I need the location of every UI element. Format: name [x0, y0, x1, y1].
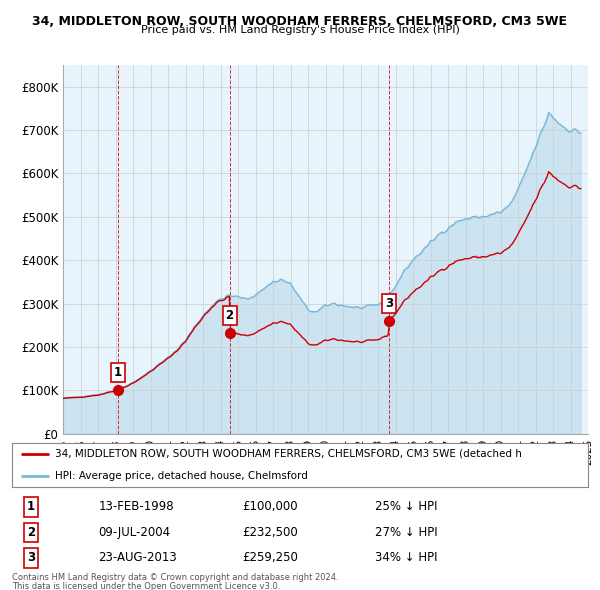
Text: 1: 1 — [113, 366, 122, 379]
Text: 34% ↓ HPI: 34% ↓ HPI — [375, 552, 437, 565]
Text: £100,000: £100,000 — [242, 500, 298, 513]
Text: Contains HM Land Registry data © Crown copyright and database right 2024.: Contains HM Land Registry data © Crown c… — [12, 573, 338, 582]
Text: 25% ↓ HPI: 25% ↓ HPI — [375, 500, 437, 513]
Text: 1: 1 — [27, 500, 35, 513]
Text: HPI: Average price, detached house, Chelmsford: HPI: Average price, detached house, Chel… — [55, 471, 308, 481]
Text: This data is licensed under the Open Government Licence v3.0.: This data is licensed under the Open Gov… — [12, 582, 280, 590]
Text: 34, MIDDLETON ROW, SOUTH WOODHAM FERRERS, CHELMSFORD, CM3 5WE: 34, MIDDLETON ROW, SOUTH WOODHAM FERRERS… — [32, 15, 568, 28]
Text: 2: 2 — [27, 526, 35, 539]
Text: 23-AUG-2013: 23-AUG-2013 — [98, 552, 177, 565]
Text: 09-JUL-2004: 09-JUL-2004 — [98, 526, 170, 539]
Text: 13-FEB-1998: 13-FEB-1998 — [98, 500, 174, 513]
Text: Price paid vs. HM Land Registry's House Price Index (HPI): Price paid vs. HM Land Registry's House … — [140, 25, 460, 35]
Text: 3: 3 — [385, 297, 394, 310]
Text: 27% ↓ HPI: 27% ↓ HPI — [375, 526, 437, 539]
Text: £259,250: £259,250 — [242, 552, 298, 565]
Text: 3: 3 — [27, 552, 35, 565]
Text: £232,500: £232,500 — [242, 526, 298, 539]
Text: 2: 2 — [226, 309, 233, 322]
Text: 34, MIDDLETON ROW, SOUTH WOODHAM FERRERS, CHELMSFORD, CM3 5WE (detached h: 34, MIDDLETON ROW, SOUTH WOODHAM FERRERS… — [55, 448, 522, 458]
